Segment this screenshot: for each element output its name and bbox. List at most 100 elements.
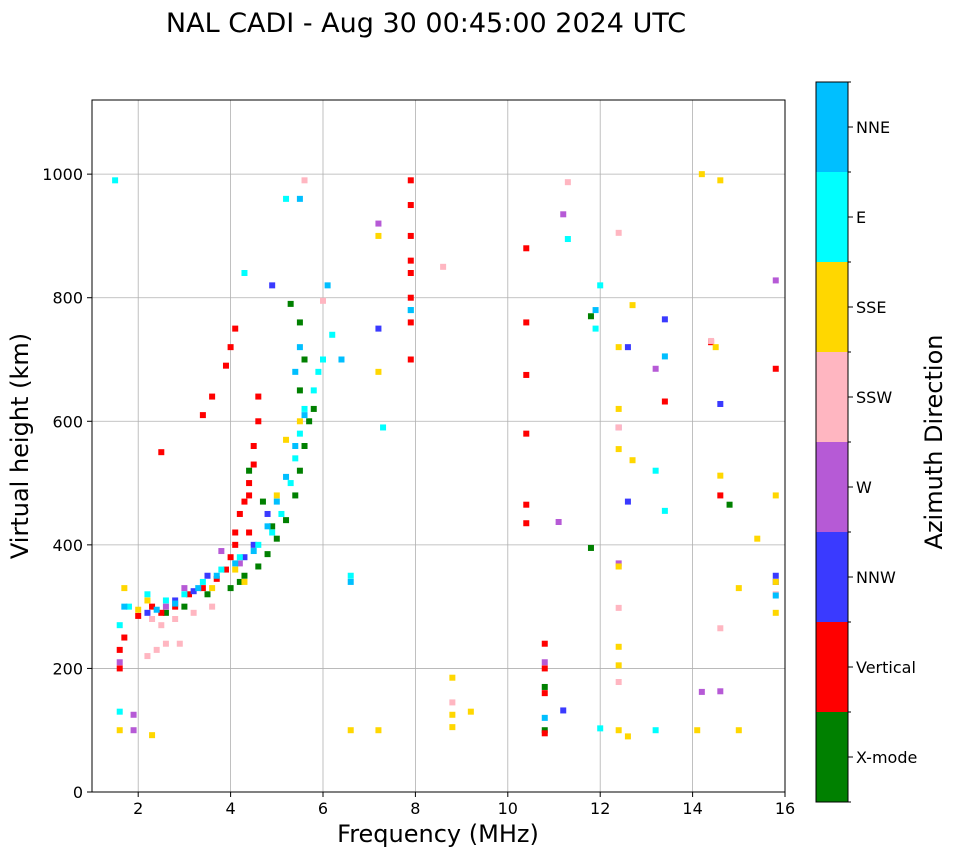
data-point-vertical (717, 492, 724, 499)
data-point-vertical (661, 398, 668, 405)
data-point-w (698, 688, 705, 695)
data-point-vertical (172, 603, 179, 610)
y-tick-label: 800 (52, 289, 83, 308)
data-point-x-mode (292, 492, 299, 499)
y-tick-label: 200 (52, 659, 83, 678)
data-point-ssw (717, 625, 724, 632)
data-point-nnw (264, 510, 271, 517)
data-point-vertical (199, 585, 206, 592)
colorbar-tick-label: SSW (856, 388, 892, 407)
x-axis-label: Frequency (MHz) (337, 820, 539, 848)
data-point-nne (121, 603, 128, 610)
data-point-w (218, 548, 225, 555)
data-point-e (199, 578, 206, 585)
data-point-sse (375, 727, 382, 734)
data-point-e (255, 541, 262, 548)
data-point-sse (449, 711, 456, 718)
x-tick-label: 14 (682, 799, 702, 818)
colorbar-segment (816, 82, 848, 172)
data-point-vertical (232, 529, 239, 536)
data-point-vertical (772, 365, 779, 372)
data-point-x-mode (541, 727, 548, 734)
chart-title: NAL CADI - Aug 30 00:45:00 2024 UTC (166, 8, 686, 39)
data-point-vertical (116, 665, 123, 672)
colorbar-segment (816, 262, 848, 352)
data-point-x-mode (246, 467, 253, 474)
data-point-vertical (149, 603, 156, 610)
data-point-e (597, 282, 604, 289)
data-point-ssw (190, 609, 197, 616)
data-point-e (283, 195, 290, 202)
data-point-nne (541, 714, 548, 721)
data-point-nnw (661, 316, 668, 323)
data-point-sse (241, 578, 248, 585)
data-point-nne (296, 344, 303, 351)
data-point-sse (149, 732, 156, 739)
y-axis-ticks: 0 200 400 600 800 1000 (42, 165, 92, 802)
data-point-x-mode (296, 319, 303, 326)
data-point-w (555, 518, 562, 525)
colorbar-segment (816, 622, 848, 712)
data-point-e (125, 603, 132, 610)
data-point-sse (615, 405, 622, 412)
data-point-x-mode (204, 591, 211, 598)
data-point-vertical (523, 371, 530, 378)
data-point-vertical (116, 646, 123, 653)
data-point-vertical (541, 665, 548, 672)
data-point-x-mode (283, 517, 290, 524)
data-point-nnw (172, 597, 179, 604)
data-point-w (116, 659, 123, 666)
data-point-e (301, 405, 308, 412)
data-point-sse (717, 177, 724, 184)
data-point-x-mode (587, 313, 594, 320)
data-point-sse (116, 727, 123, 734)
data-point-sse (735, 727, 742, 734)
data-point-sse (629, 302, 636, 309)
data-point-vertical (209, 393, 216, 400)
data-point-x-mode (726, 501, 733, 508)
data-point-e (112, 177, 119, 184)
x-tick-label: 8 (410, 799, 420, 818)
data-point-vertical (246, 480, 253, 487)
data-point-vertical (523, 245, 530, 252)
data-point-vertical (236, 510, 243, 517)
data-point-vertical (246, 492, 253, 499)
data-point-e (661, 507, 668, 514)
data-point-x-mode (162, 609, 169, 616)
data-point-vertical (523, 520, 530, 527)
data-point-sse (135, 606, 142, 613)
data-point-vertical (222, 566, 229, 573)
data-point-nnw (269, 282, 276, 289)
data-point-vertical (523, 430, 530, 437)
data-point-ssw (153, 646, 160, 653)
data-point-nne (292, 443, 299, 449)
data-point-nnw (375, 325, 382, 332)
data-point-sse (772, 492, 779, 499)
data-point-sse (467, 708, 474, 715)
data-point-vertical (407, 257, 414, 264)
data-point-sse (232, 566, 239, 573)
data-point-ssw (301, 177, 308, 184)
data-point-vertical (407, 270, 414, 276)
data-point-nne (172, 600, 179, 607)
data-point-sse (698, 171, 705, 178)
data-point-sse (754, 535, 761, 542)
data-point-vertical (255, 418, 262, 425)
data-point-sse (375, 368, 382, 375)
data-point-nne (338, 356, 345, 363)
data-point-nnw (717, 400, 724, 407)
colorbar-segment (816, 442, 848, 532)
data-point-vertical (227, 554, 234, 561)
data-point-e (162, 597, 169, 604)
data-points (112, 171, 779, 740)
data-point-ssw (449, 699, 456, 706)
data-point-x-mode (287, 300, 294, 307)
colorbar-tick-label: E (856, 208, 866, 227)
data-point-nne (283, 473, 290, 480)
data-point-e (597, 725, 604, 732)
data-point-sse (449, 674, 456, 681)
data-point-x-mode (541, 683, 548, 690)
data-point-sse (615, 344, 622, 351)
data-point-vertical (407, 319, 414, 326)
data-point-nne (301, 412, 308, 419)
